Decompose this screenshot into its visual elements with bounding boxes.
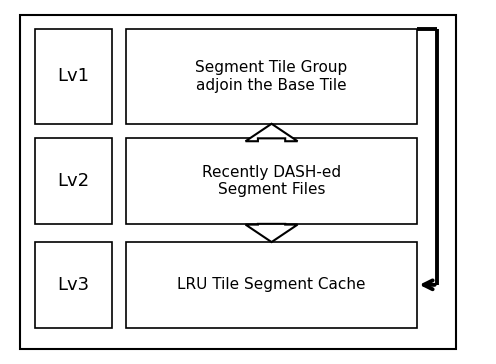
Bar [35,29,112,124]
Polygon shape [246,224,298,242]
Bar [126,138,417,224]
Bar [35,242,112,328]
Text: LRU Tile Segment Cache: LRU Tile Segment Cache [177,277,366,292]
Bar [126,242,417,328]
Text: Recently DASH-ed
Segment Files: Recently DASH-ed Segment Files [202,165,341,197]
Text: Lv3: Lv3 [57,276,89,294]
Polygon shape [246,124,298,141]
Bar [126,29,417,124]
Text: Lv2: Lv2 [57,172,89,190]
Text: Lv1: Lv1 [57,67,89,86]
Bar [35,138,112,224]
Text: Segment Tile Group
adjoin the Base Tile: Segment Tile Group adjoin the Base Tile [195,60,348,93]
Bar [20,15,456,349]
